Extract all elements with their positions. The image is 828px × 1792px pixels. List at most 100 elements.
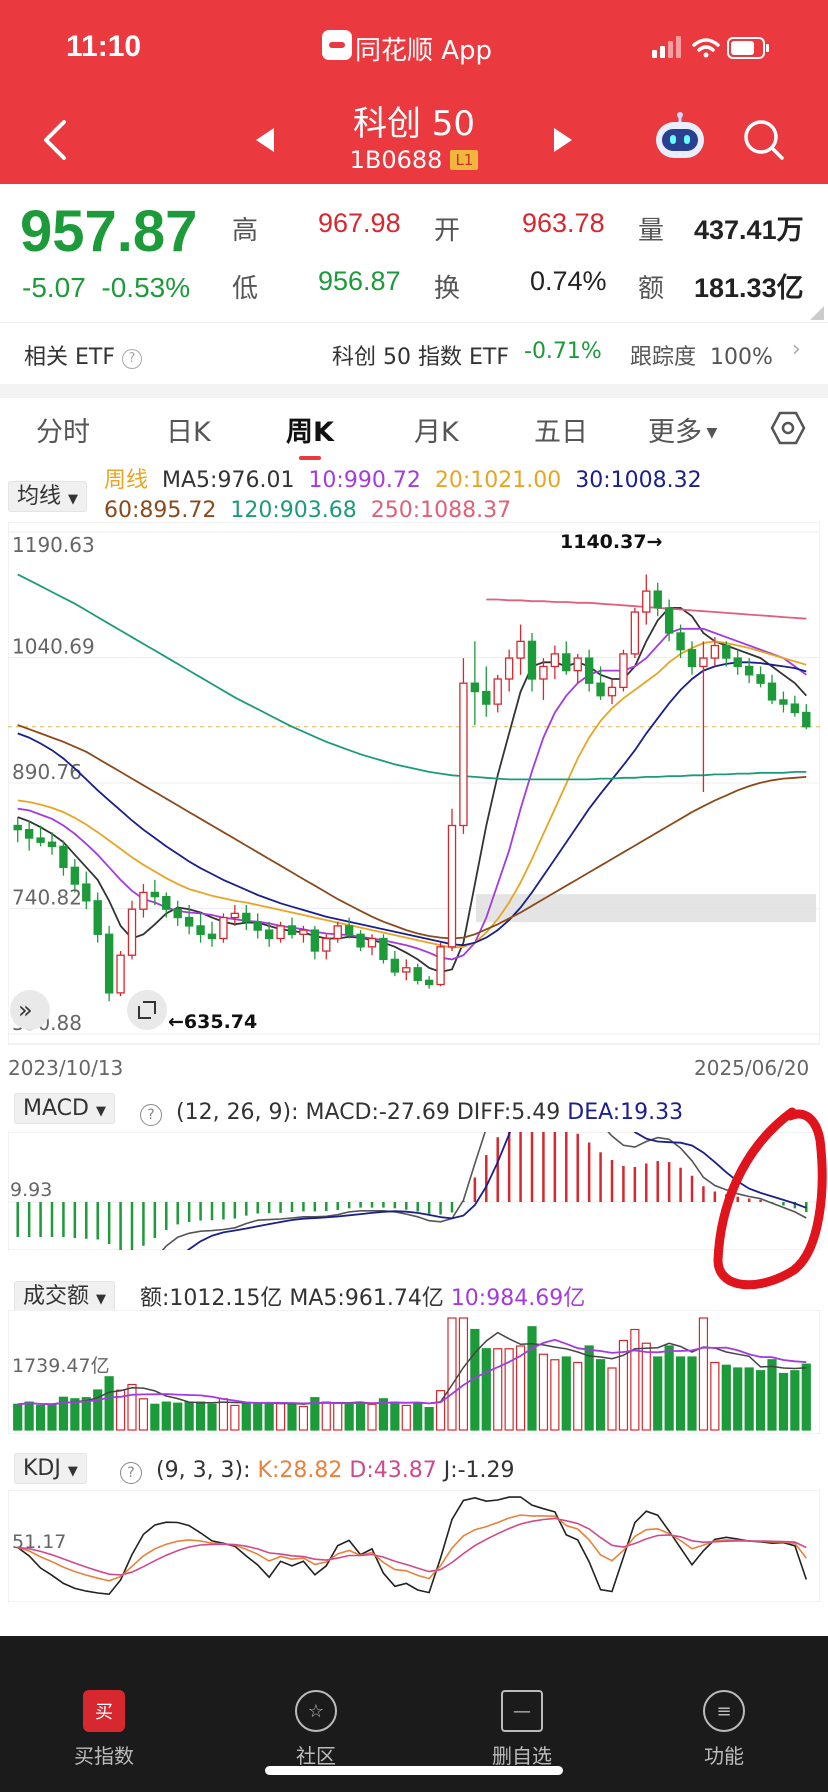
tab-weekly-k[interactable]: 周K <box>286 417 334 448</box>
chevron-right-icon: › <box>792 337 801 362</box>
amount-chart: 1739.47亿 <box>8 1310 820 1434</box>
candle <box>207 933 217 940</box>
candle <box>756 674 765 684</box>
kdj-k-line <box>17 1514 807 1582</box>
candle <box>299 929 308 935</box>
kdj-selector[interactable]: KDJ ▼ <box>14 1453 87 1484</box>
amount-value: 181.33亿 <box>694 273 804 303</box>
amount-bar <box>13 1403 23 1431</box>
x-end-date: 2025/06/20 <box>694 1056 810 1080</box>
tab-five-day[interactable]: 五日 <box>534 417 588 448</box>
candle <box>36 837 45 843</box>
community-icon: ☆ <box>295 1690 337 1732</box>
tab-intraday[interactable]: 分时 <box>36 417 90 448</box>
tab-more[interactable]: 更多 ▼ <box>648 417 718 448</box>
macd-selector[interactable]: MACD ▼ <box>14 1093 115 1124</box>
candle <box>367 937 377 948</box>
candle <box>459 682 468 827</box>
amount-bar <box>230 1404 240 1431</box>
kdj-chart: 51.17 <box>8 1490 820 1602</box>
nav-remove-watchlist[interactable]: — 删自选 <box>442 1690 602 1769</box>
y-tick-label: 1040.69 <box>12 635 95 659</box>
ma-legend: 周线 MA5:976.01 10:990.72 20:1021.00 30:10… <box>104 466 824 526</box>
amount-bar <box>801 1363 811 1431</box>
nav-buy-index[interactable]: 买 买指数 <box>24 1690 184 1769</box>
candle <box>93 900 102 935</box>
candle <box>687 649 697 668</box>
ma30-value: 30:1008.32 <box>575 468 702 493</box>
candle <box>596 682 605 697</box>
prev-stock-icon[interactable] <box>252 126 276 154</box>
battery-icon <box>727 37 769 59</box>
amount-bar <box>435 1390 446 1431</box>
ma30-line <box>17 661 807 947</box>
amount-bar <box>630 1328 640 1431</box>
stock-code: 1B0688 L1 <box>0 146 828 174</box>
amount-bar <box>298 1405 309 1431</box>
ma-selector[interactable]: 均线 ▼ <box>8 478 88 512</box>
active-tab-indicator <box>299 456 321 460</box>
amount-bar <box>207 1403 217 1431</box>
candle <box>733 657 742 668</box>
open-label: 开 <box>434 216 461 246</box>
help-icon[interactable]: ? <box>120 1462 142 1484</box>
candle <box>13 824 22 831</box>
candle <box>24 829 34 839</box>
amount-bar <box>664 1345 674 1431</box>
settings-hex-icon[interactable] <box>770 410 806 446</box>
candle <box>116 954 125 994</box>
low-annotation: ←635.74 <box>168 1011 257 1033</box>
candle <box>607 686 617 697</box>
amount-bar <box>424 1406 434 1431</box>
candle <box>539 665 548 680</box>
amount-bar <box>687 1356 697 1431</box>
current-price: 957.87 <box>20 199 198 264</box>
amount-bar <box>573 1361 583 1431</box>
back-icon[interactable] <box>40 118 70 162</box>
candle <box>642 590 651 613</box>
candle <box>356 933 365 948</box>
amount-bar <box>390 1401 400 1431</box>
candle <box>196 925 205 935</box>
tab-daily-k[interactable]: 日K <box>166 417 211 448</box>
weekly-k-chart[interactable]: 1190.631040.69890.76740.82590.881140.37→… <box>8 522 820 1088</box>
y-tick-label: 890.76 <box>12 760 82 784</box>
robot-assistant-icon[interactable] <box>652 112 708 162</box>
amount-bar <box>104 1376 114 1431</box>
candle <box>344 925 354 935</box>
nav-community[interactable]: ☆ 社区 <box>236 1690 396 1769</box>
low-value: 956.87 <box>318 266 401 296</box>
candle <box>424 979 434 986</box>
amount-selector[interactable]: 成交额 ▼ <box>14 1278 116 1312</box>
tab-monthly-k[interactable]: 月K <box>414 417 459 448</box>
search-icon[interactable] <box>742 118 786 162</box>
app-logo-icon <box>322 30 352 60</box>
amount-bar <box>710 1361 720 1431</box>
etf-label: 相关 ETF ? <box>24 339 142 371</box>
candle <box>573 657 582 672</box>
kdj-d-line <box>17 1517 807 1576</box>
help-icon[interactable]: ? <box>122 349 142 369</box>
ma60-line <box>17 724 807 940</box>
amount-bar <box>275 1402 286 1431</box>
nav-functions[interactable]: ≡ 功能 <box>644 1690 804 1769</box>
help-icon[interactable]: ? <box>140 1104 162 1126</box>
candle <box>790 703 800 714</box>
candle <box>630 611 640 655</box>
amount-bar <box>161 1401 171 1431</box>
chip-range-band <box>476 894 816 923</box>
turnover-value: 0.74% <box>530 266 607 296</box>
kdj-y-tick: 51.17 <box>12 1531 66 1553</box>
amount-bar <box>184 1401 194 1431</box>
change-value: -5.07 <box>22 272 86 303</box>
menu-icon: ≡ <box>703 1690 745 1732</box>
amount-bar <box>264 1402 274 1431</box>
related-etf-row[interactable]: 相关 ETF ? 科创 50 指数 ETF -0.71% 跟踪度 100% › <box>0 322 828 385</box>
amount-bar <box>447 1317 457 1431</box>
candle <box>550 653 560 668</box>
candle <box>676 632 685 651</box>
candle <box>699 657 708 668</box>
candle <box>253 921 262 931</box>
ma10-line <box>17 627 807 961</box>
next-stock-icon[interactable] <box>552 126 576 154</box>
